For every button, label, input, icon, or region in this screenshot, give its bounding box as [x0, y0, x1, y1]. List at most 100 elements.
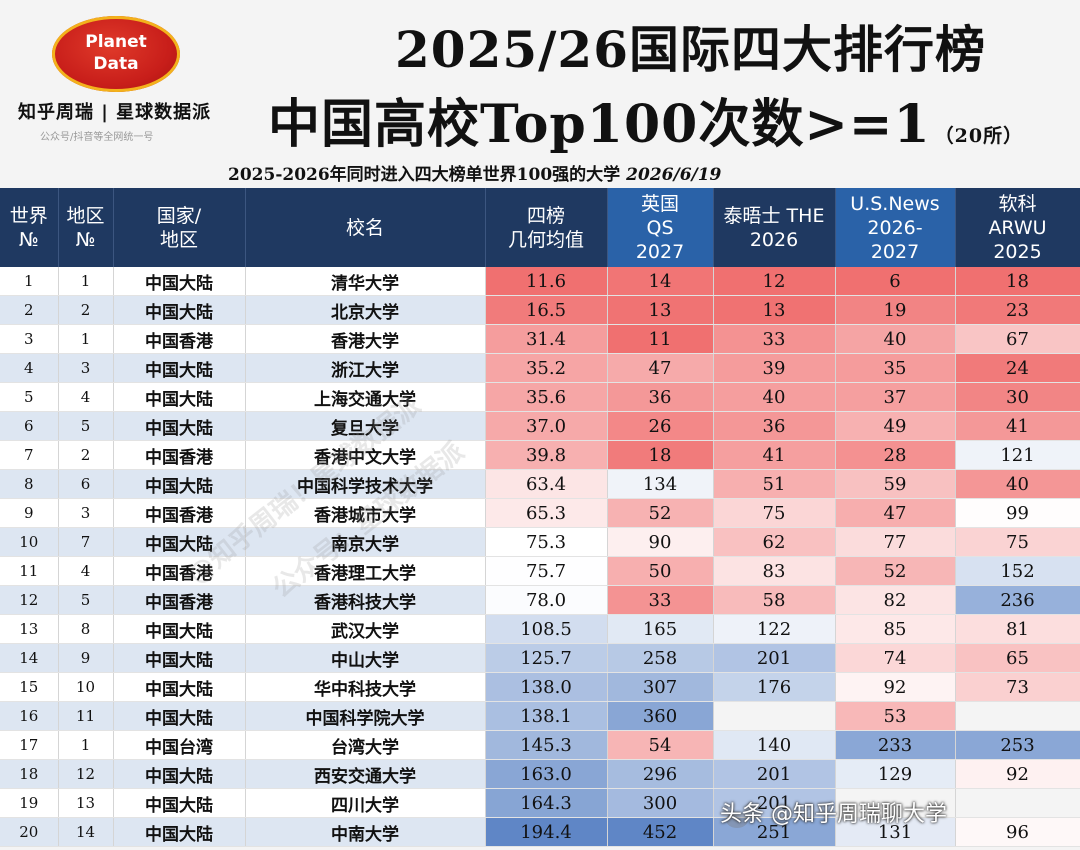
cell-geo-mean: 138.0 [485, 672, 608, 702]
cell-qs: 50 [607, 556, 714, 586]
cell-region-rank: 3 [58, 353, 114, 383]
cell-arwu [955, 788, 1080, 818]
cell-usnews: 28 [835, 440, 956, 470]
cell-usnews: 6 [835, 267, 956, 296]
cell-arwu: 73 [955, 672, 1080, 702]
cell-geo-mean: 78.0 [485, 585, 608, 615]
header-school: 校名 [245, 188, 486, 267]
cell-arwu: 30 [955, 382, 1080, 412]
header-qs: 英国 QS 2027 [607, 188, 714, 267]
cell-world-rank: 12 [0, 585, 59, 615]
cell-world-rank: 15 [0, 672, 59, 702]
cell-world-rank: 3 [0, 324, 59, 354]
header-region-rank: 地区 № [58, 188, 114, 267]
table-row: 6 5 中国大陆 复旦大学 37.0 26 36 49 41 [0, 411, 1080, 441]
cell-world-rank: 4 [0, 353, 59, 383]
cell-qs: 14 [607, 267, 714, 296]
cell-country: 中国大陆 [113, 295, 246, 325]
cell-usnews: 35 [835, 353, 956, 383]
cell-usnews: 59 [835, 469, 956, 499]
cell-usnews: 52 [835, 556, 956, 586]
cell-geo-mean: 194.4 [485, 817, 608, 847]
cell-school: 西安交通大学 [245, 759, 486, 789]
cell-country: 中国大陆 [113, 614, 246, 644]
cell-country: 中国台湾 [113, 730, 246, 760]
cell-region-rank: 5 [58, 585, 114, 615]
cell-geo-mean: 163.0 [485, 759, 608, 789]
cell-arwu: 96 [955, 817, 1080, 847]
cell-region-rank: 12 [58, 759, 114, 789]
brand-subtitle: 公众号/抖音等全网统一号 [40, 132, 154, 143]
cell-school: 香港大学 [245, 324, 486, 354]
table-row: 16 11 中国大陆 中国科学院大学 138.1 360 53 [0, 701, 1080, 731]
cell-qs: 33 [607, 585, 714, 615]
cell-geo-mean: 65.3 [485, 498, 608, 528]
header-arwu: 软科 ARWU 2025 [955, 188, 1080, 267]
cell-region-rank: 5 [58, 411, 114, 441]
cell-region-rank: 1 [58, 267, 114, 296]
cell-region-rank: 14 [58, 817, 114, 847]
cell-the: 39 [713, 353, 836, 383]
cell-the: 201 [713, 643, 836, 673]
cell-region-rank: 4 [58, 556, 114, 586]
table-row: 7 2 中国香港 香港中文大学 39.8 18 41 28 121 [0, 440, 1080, 470]
cell-geo-mean: 35.2 [485, 353, 608, 383]
cell-region-rank: 1 [58, 324, 114, 354]
table-row: 12 5 中国香港 香港科技大学 78.0 33 58 82 236 [0, 585, 1080, 615]
table-row: 4 3 中国大陆 浙江大学 35.2 47 39 35 24 [0, 353, 1080, 383]
cell-country: 中国大陆 [113, 267, 246, 296]
cell-the: 41 [713, 440, 836, 470]
table-row: 2 2 中国大陆 北京大学 16.5 13 13 19 23 [0, 295, 1080, 325]
cell-region-rank: 9 [58, 643, 114, 673]
cell-school: 浙江大学 [245, 353, 486, 383]
table-row: 13 8 中国大陆 武汉大学 108.5 165 122 85 81 [0, 614, 1080, 644]
cell-region-rank: 7 [58, 527, 114, 557]
table-body: 1 1 中国大陆 清华大学 11.6 14 12 6 18 2 2 中国大陆 北京大学 16.5 13 13 1… [0, 267, 1080, 847]
cell-school: 香港城市大学 [245, 498, 486, 528]
cell-qs: 360 [607, 701, 714, 731]
cell-world-rank: 5 [0, 382, 59, 412]
cell-the: 201 [713, 788, 836, 818]
cell-arwu: 65 [955, 643, 1080, 673]
cell-the: 40 [713, 382, 836, 412]
cell-geo-mean: 37.0 [485, 411, 608, 441]
cell-qs: 452 [607, 817, 714, 847]
cell-country: 中国大陆 [113, 759, 246, 789]
cell-arwu: 23 [955, 295, 1080, 325]
cell-country: 中国大陆 [113, 788, 246, 818]
cell-the: 33 [713, 324, 836, 354]
cell-school: 香港中文大学 [245, 440, 486, 470]
ranking-table: 世界 № 地区 № 国家/ 地区 校名 四榜 几何均值 英国 QS 2027 泰… [0, 188, 1080, 847]
cell-arwu: 121 [955, 440, 1080, 470]
cell-the: 51 [713, 469, 836, 499]
cell-the [713, 701, 836, 731]
cell-geo-mean: 39.8 [485, 440, 608, 470]
cell-qs: 18 [607, 440, 714, 470]
cell-geo-mean: 125.7 [485, 643, 608, 673]
cell-geo-mean: 164.3 [485, 788, 608, 818]
cell-country: 中国大陆 [113, 527, 246, 557]
subtitle: 2025-2026年同时进入四大榜单世界100强的大学 2026/6/19 [228, 160, 721, 185]
cell-usnews: 40 [835, 324, 956, 354]
table-row: 17 1 中国台湾 台湾大学 145.3 54 140 233 253 [0, 730, 1080, 760]
table-row: 11 4 中国香港 香港理工大学 75.7 50 83 52 152 [0, 556, 1080, 586]
cell-usnews: 47 [835, 498, 956, 528]
cell-world-rank: 9 [0, 498, 59, 528]
table-row: 9 3 中国香港 香港城市大学 65.3 52 75 47 99 [0, 498, 1080, 528]
cell-school: 北京大学 [245, 295, 486, 325]
secondary-title: 中国高校Top100次数>=1 （20所） [268, 82, 1023, 157]
cell-country: 中国大陆 [113, 353, 246, 383]
cell-arwu: 41 [955, 411, 1080, 441]
cell-school: 中南大学 [245, 817, 486, 847]
cell-the: 140 [713, 730, 836, 760]
cell-arwu: 18 [955, 267, 1080, 296]
cell-qs: 52 [607, 498, 714, 528]
cell-region-rank: 11 [58, 701, 114, 731]
cell-usnews: 77 [835, 527, 956, 557]
cell-school: 南京大学 [245, 527, 486, 557]
cell-arwu: 236 [955, 585, 1080, 615]
cell-arwu: 67 [955, 324, 1080, 354]
cell-arwu: 81 [955, 614, 1080, 644]
cell-school: 武汉大学 [245, 614, 486, 644]
